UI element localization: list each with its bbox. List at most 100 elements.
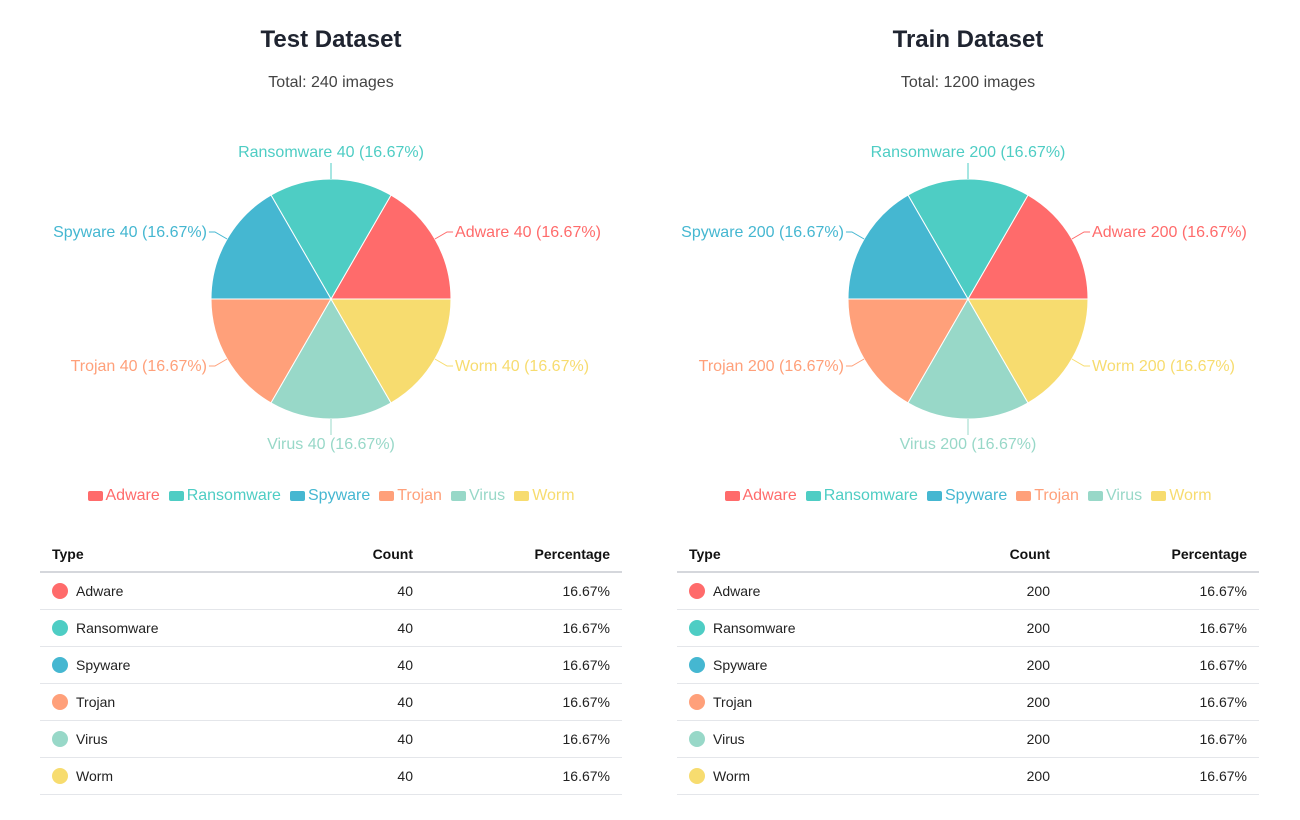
legend-item-trojan[interactable]: Trojan: [379, 485, 442, 507]
type-label: Spyware: [713, 656, 768, 673]
table-body: Adware 200 16.67% Ransomware 200 16.67% Spywar…: [677, 572, 1259, 795]
type-cell: Ransomware: [677, 609, 912, 647]
percentage-cell: 16.67%: [425, 720, 622, 758]
color-dot-icon: [52, 730, 68, 747]
type-cell-content: Virus: [52, 730, 263, 747]
header-count: Count: [912, 536, 1062, 573]
legend-swatch: [1016, 491, 1032, 501]
type-cell-content: Spyware: [689, 656, 900, 673]
legend-swatch: [1151, 491, 1167, 501]
header-percentage: Percentage: [1062, 536, 1259, 573]
type-label: Adware: [713, 582, 761, 599]
table-body: Adware 40 16.67% Ransomware 40 16.67% Spyware 4…: [40, 572, 622, 795]
table-row: Trojan 200 16.67%: [677, 683, 1259, 721]
test-dataset-panel: Test Dataset Total: 240 images Adware 40…: [40, 0, 622, 820]
type-cell-content: Worm: [52, 767, 263, 784]
pie-slice-virus[interactable]: [270, 298, 392, 420]
type-cell: Adware: [677, 572, 912, 610]
legend-label: Worm: [1169, 487, 1212, 504]
slice-label-ransomware: Ransomware 200 (16.67%): [871, 144, 1066, 161]
leader-line-spyware: [208, 231, 228, 240]
type-cell: Ransomware: [40, 609, 275, 647]
legend-label: Spyware: [945, 487, 1008, 504]
type-cell-content: Adware: [52, 582, 263, 599]
type-cell-content: Virus: [689, 730, 900, 747]
legend-item-spyware[interactable]: Spyware: [927, 485, 1007, 507]
legend-item-adware[interactable]: Adware: [87, 485, 160, 507]
type-cell-content: Adware: [689, 582, 900, 599]
legend-label: Adware: [105, 487, 160, 504]
chart-title: Test Dataset: [260, 26, 402, 53]
type-cell: Adware: [40, 572, 275, 610]
legend-item-worm[interactable]: Worm: [514, 485, 575, 507]
type-label: Virus: [713, 730, 745, 747]
legend-item-spyware[interactable]: Spyware: [290, 485, 370, 507]
color-dot-icon: [689, 693, 705, 710]
pie-slice-virus[interactable]: [907, 298, 1029, 420]
type-label: Virus: [76, 730, 108, 747]
legend-item-worm[interactable]: Worm: [1151, 485, 1212, 507]
legend-swatch: [514, 491, 530, 501]
type-label: Spyware: [76, 656, 131, 673]
legend-swatch: [168, 491, 184, 501]
percentage-cell: 16.67%: [425, 609, 622, 647]
type-label: Trojan: [76, 693, 116, 710]
type-cell-content: Spyware: [52, 656, 263, 673]
table-row: Ransomware 40 16.67%: [40, 609, 622, 647]
type-label: Ransomware: [76, 619, 159, 636]
pie-slice-ransomware[interactable]: [907, 178, 1029, 300]
type-cell: Virus: [677, 720, 912, 758]
count-cell: 200: [912, 572, 1062, 610]
table-row: Virus 200 16.67%: [677, 720, 1259, 758]
type-label: Worm: [713, 767, 751, 784]
type-label: Ransomware: [713, 619, 796, 636]
table-row: Spyware 200 16.67%: [677, 646, 1259, 684]
count-cell: 40: [275, 646, 425, 684]
legend-swatch: [724, 491, 740, 501]
leader-line-adware: [434, 231, 454, 240]
table-row: Ransomware 200 16.67%: [677, 609, 1259, 647]
slice-label-spyware: Spyware 200 (16.67%): [681, 224, 844, 241]
legend-item-ransomware[interactable]: Ransomware: [168, 485, 281, 507]
type-cell: Spyware: [40, 646, 275, 684]
slice-label-trojan: Trojan 200 (16.67%): [699, 358, 844, 375]
legend-item-trojan[interactable]: Trojan: [1016, 485, 1079, 507]
count-cell: 200: [912, 683, 1062, 721]
type-cell: Spyware: [677, 646, 912, 684]
table-row: Spyware 40 16.67%: [40, 646, 622, 684]
count-cell: 40: [275, 609, 425, 647]
chart-legend: Adware Ransomware Spyware Trojan Virus Worm: [40, 485, 622, 507]
train-dataset-panel: Train Dataset Total: 1200 images Adware …: [677, 0, 1259, 820]
percentage-cell: 16.67%: [1062, 609, 1259, 647]
slice-label-spyware: Spyware 40 (16.67%): [53, 224, 207, 241]
legend-label: Ransomware: [186, 487, 281, 504]
table-row: Trojan 40 16.67%: [40, 683, 622, 721]
legend-item-ransomware[interactable]: Ransomware: [805, 485, 918, 507]
type-cell-content: Worm: [689, 767, 900, 784]
data-table: Type Count Percentage Adware 200 16.67% Ran…: [677, 536, 1259, 795]
slice-label-adware: Adware 200 (16.67%): [1092, 224, 1247, 241]
legend-swatch: [927, 491, 942, 501]
type-cell-content: Ransomware: [689, 619, 900, 636]
pie-slice-ransomware[interactable]: [270, 178, 392, 300]
slice-label-trojan: Trojan 40 (16.67%): [71, 358, 207, 375]
leader-line-spyware: [845, 231, 865, 240]
table-row: Virus 40 16.67%: [40, 720, 622, 758]
legend-item-virus[interactable]: Virus: [451, 485, 505, 507]
table-header-row: Type Count Percentage: [40, 536, 622, 573]
legend-label: Ransomware: [823, 487, 918, 504]
count-cell: 40: [275, 757, 425, 795]
legend-item-adware[interactable]: Adware: [724, 485, 797, 507]
leader-line-adware: [1071, 231, 1091, 240]
legend-label: Trojan: [397, 487, 442, 504]
legend-swatch: [1088, 491, 1103, 501]
type-cell: Trojan: [40, 683, 275, 721]
color-dot-icon: [689, 582, 705, 599]
percentage-cell: 16.67%: [425, 646, 622, 684]
slice-label-ransomware: Ransomware 40 (16.67%): [238, 144, 424, 161]
legend-item-virus[interactable]: Virus: [1088, 485, 1142, 507]
legend-swatch: [805, 491, 821, 501]
legend-label: Virus: [1106, 487, 1143, 504]
type-label: Adware: [76, 582, 124, 599]
chart-title: Train Dataset: [892, 26, 1044, 53]
